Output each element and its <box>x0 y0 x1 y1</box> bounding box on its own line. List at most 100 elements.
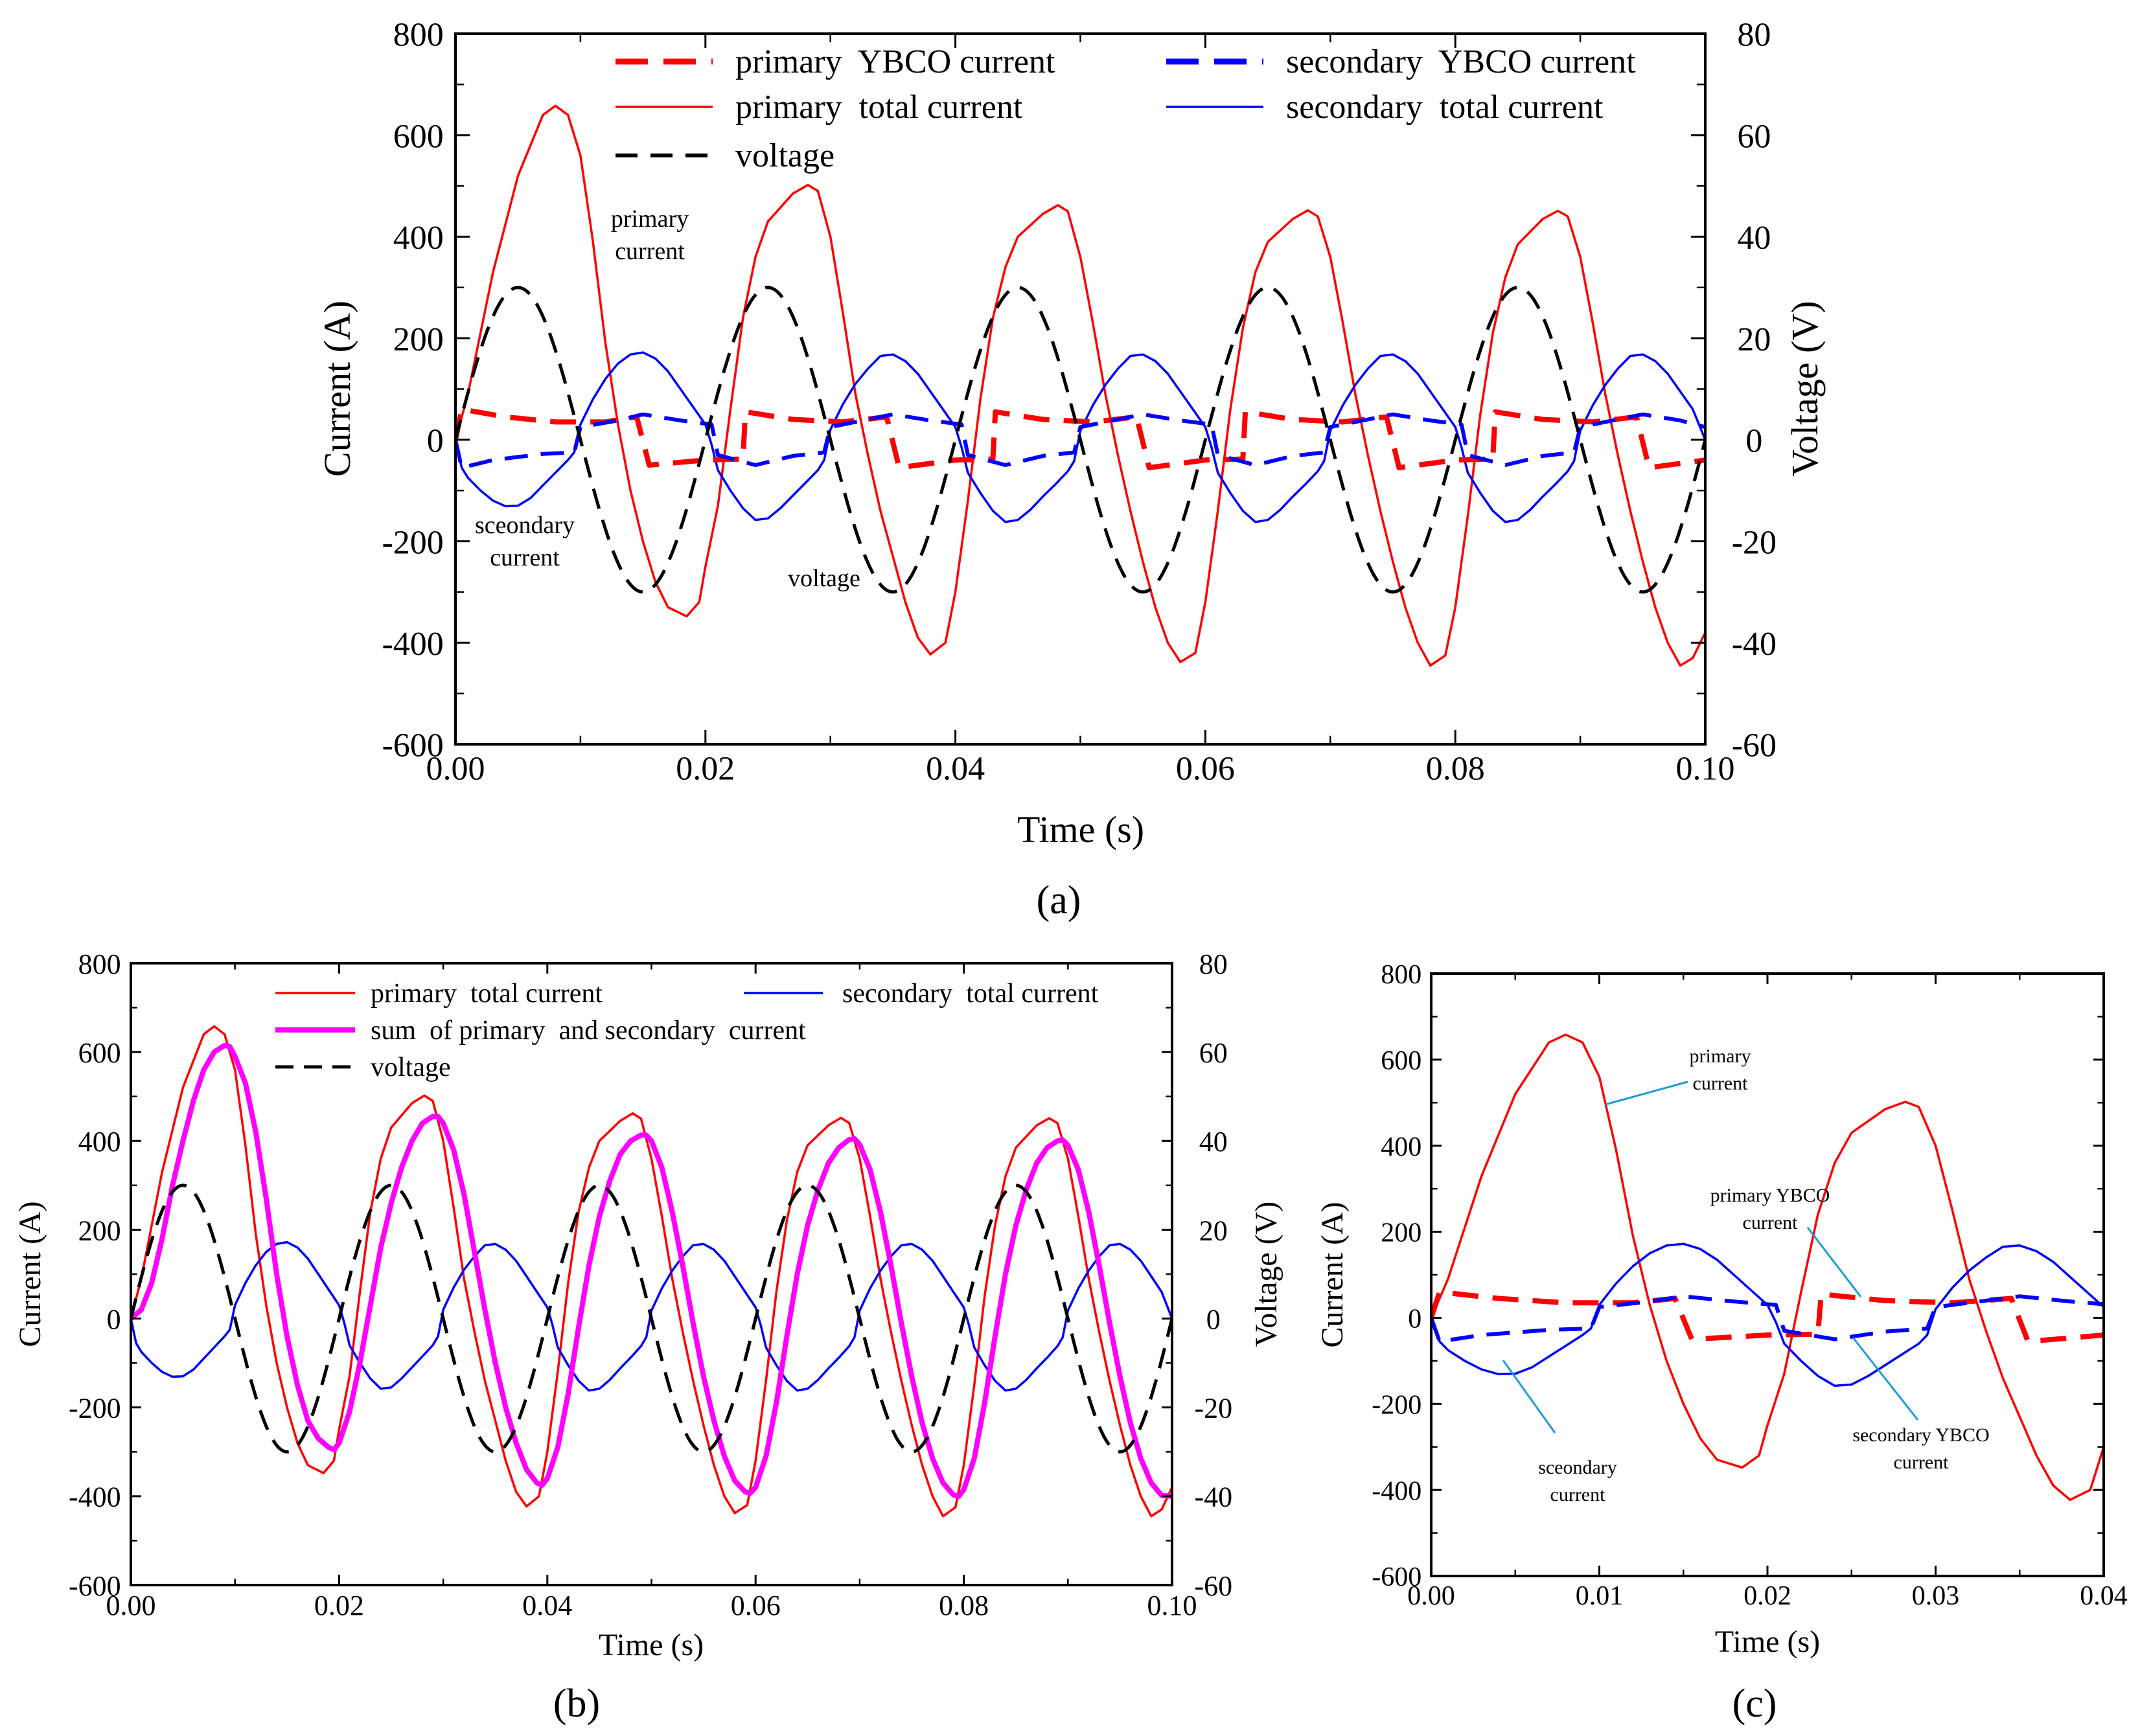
panel-a-ytick-label: 400 <box>393 220 444 257</box>
panel-a-ytick-label: 200 <box>393 321 444 358</box>
panel-c-xtick-label: 0.04 <box>2080 1581 2128 1611</box>
panel-c-xtick-label: 0.01 <box>1576 1581 1624 1611</box>
panel-c-annotation-primary-current-line1: primary <box>1690 1045 1751 1067</box>
panel-b-legend: primary total current secondary total cu… <box>275 979 1099 1082</box>
panel-b-xtick-label: 0.02 <box>314 1590 364 1621</box>
panel-a-annotation-primary-current-line2: current <box>615 238 685 265</box>
panel-a-annotation-secondary-current-line2: current <box>490 544 560 571</box>
panel-a-legend-label-primary-total: primary total current <box>735 89 1023 126</box>
panel-b-xlabel: Time (s) <box>599 1628 704 1662</box>
panel-a-y2label: Voltage (V) <box>1784 301 1826 476</box>
panel-c-ytick-label: -200 <box>1372 1390 1421 1420</box>
panel-a-legend-label-voltage: voltage <box>735 137 834 174</box>
panel-a-xtick-label: 0.00 <box>426 751 485 788</box>
panel-b-frame <box>130 962 1173 1586</box>
panel-c-leader-primary-current <box>1605 1080 1688 1106</box>
panel-a-series-secondary-total-current <box>455 351 1705 523</box>
panel-a-ytick-label: -200 <box>382 524 443 561</box>
panel-a-annotation-secondary-current-line1: sceondary <box>475 512 575 539</box>
panel-a-y2tick-label: 40 <box>1737 220 1771 257</box>
panel-b-y2tick-label: 60 <box>1199 1037 1228 1069</box>
panel-b-ytick-label: -600 <box>69 1570 121 1602</box>
panel-a-y2tick-label: -20 <box>1732 524 1777 561</box>
panel-c-xtick-labels: 0.00 0.01 0.02 0.03 0.04 <box>1407 1581 2128 1611</box>
panel-c-series-secondary-total-current <box>1431 1242 2104 1388</box>
panel-a-frame <box>454 32 1707 746</box>
panel-a-ylabel: Current (A) <box>316 301 358 477</box>
panel-c-leader-secondary-ybco <box>1852 1337 1919 1421</box>
panel-a-series-primary-YBCO-current <box>455 406 1705 470</box>
panel-b-y2tick-label: 20 <box>1199 1215 1228 1246</box>
panel-b-caption: (b) <box>553 1682 600 1726</box>
panel-a-ytick-label: -400 <box>382 626 443 663</box>
panel-a-y2tick-label: 60 <box>1737 118 1771 155</box>
panel-b-ytick-labels: -600 -400 -200 0 200 400 600 800 <box>69 948 121 1602</box>
panel-c-series-primary-total-current <box>1431 1033 2104 1502</box>
panel-a-series-secondary-YBCO-current <box>455 412 1705 470</box>
panel-a-xtick-label: 0.04 <box>926 751 985 788</box>
panel-b-xtick-label: 0.08 <box>939 1590 989 1621</box>
panel-a-y2tick-label: 80 <box>1737 17 1771 54</box>
panel-a-ytick-label: 800 <box>393 17 444 54</box>
panel-c-ytick-label: 400 <box>1381 1132 1421 1162</box>
panel-b-xtick-labels: 0.00 0.02 0.04 0.06 0.08 0.10 <box>106 1590 1197 1621</box>
panel-c-xtick-label: 0.02 <box>1743 1581 1791 1611</box>
panel-a-series-voltage <box>455 286 1705 594</box>
panel-b-y2tick-label: 0 <box>1206 1303 1221 1335</box>
panel-c-annotation-secondary-ybco-line1: secondary YBCO <box>1852 1424 1989 1446</box>
panel-a-legend-label-secondary-total: secondary total current <box>1286 89 1604 126</box>
panel-c-ytick-label: 200 <box>1381 1218 1421 1248</box>
panel-a-legend-label-secondary-ybco: secondary YBCO current <box>1286 43 1636 80</box>
panel-a-xlabel: Time (s) <box>1017 808 1144 851</box>
panel-a-y2tick-label: 0 <box>1745 423 1762 460</box>
panel-b-series-primary-total-current <box>131 1025 1172 1518</box>
panel-c-annotation-secondary-current-line2: current <box>1550 1484 1606 1505</box>
panel-c-ytick-label: -600 <box>1372 1562 1421 1592</box>
panel-a-xtick-label: 0.02 <box>676 751 735 788</box>
panel-b-y2tick-label: 80 <box>1199 948 1228 980</box>
panel-b-series-layer <box>131 1025 1172 1518</box>
panel-a-xtick-label: 0.08 <box>1426 751 1485 788</box>
panel-b-xtick-label: 0.04 <box>522 1590 572 1621</box>
panel-c-annotation-secondary-current-line1: sceondary <box>1538 1457 1617 1478</box>
panel-c-ytick-label: -400 <box>1372 1476 1421 1506</box>
panel-b-ytick-label: 200 <box>78 1215 121 1246</box>
panel-b-y2label: Voltage (V) <box>1249 1202 1283 1347</box>
panel-c-annotation-primary-ybco-line1: primary YBCO <box>1710 1185 1830 1206</box>
panel-a-xtick-label: 0.10 <box>1676 751 1735 788</box>
panel-b-legend-label-sum: sum of primary and secondary current <box>371 1016 806 1045</box>
panel-a-y2tick-label: -40 <box>1732 626 1777 663</box>
panel-c-series-secondary-YBCO-current <box>1431 1294 2104 1343</box>
panel-a-ytick-labels: -600 -400 -200 0 200 400 600 800 <box>382 17 443 764</box>
panel-c-annotation-secondary-ybco-line2: current <box>1894 1452 1950 1473</box>
panel-c-caption: (c) <box>1732 1682 1777 1726</box>
panel-b-legend-label-primary-total: primary total current <box>371 979 603 1009</box>
panel-b: 0.00 0.02 0.04 0.06 0.08 0.10 -600-400-200020… <box>13 948 1283 1726</box>
panel-c-annotation-primary-ybco-line2: current <box>1743 1212 1799 1233</box>
panel-b-ytick-label: 400 <box>78 1126 121 1158</box>
panel-b-ticks <box>130 962 1173 1586</box>
panel-c-leader-primary-ybco <box>1806 1227 1862 1297</box>
panel-b-y2tick-label: 40 <box>1199 1126 1228 1158</box>
panel-c-leader-secondary-current <box>1502 1360 1556 1433</box>
panel-a-legend-label-primary-ybco: primary YBCO current <box>735 43 1055 80</box>
panel-c-ylabel: Current (A) <box>1315 1202 1350 1347</box>
panel-c-ytick-label: 800 <box>1381 960 1421 990</box>
panel-b-xtick-label: 0.10 <box>1147 1590 1197 1621</box>
panel-b-ytick-label: 600 <box>78 1037 121 1069</box>
panel-a-series-primary-total-current <box>455 104 1705 667</box>
panel-a-y2tick-label: -60 <box>1732 727 1777 764</box>
panel-b-ytick-label: -200 <box>69 1393 121 1424</box>
panel-b-y2tick-labels: -60 -40 -20 0 20 40 60 80 <box>1194 948 1232 1602</box>
panel-c-xtick-label: 0.03 <box>1912 1581 1960 1611</box>
panel-b-ylabel: Current (A) <box>13 1201 47 1347</box>
panel-a-xtick-label: 0.06 <box>1176 751 1235 788</box>
panel-b-y2tick-label: -60 <box>1194 1570 1232 1602</box>
panel-b-y2tick-label: -20 <box>1194 1393 1232 1424</box>
panel-b-legend-label-secondary-total: secondary total current <box>842 979 1099 1009</box>
panel-c-xtick-label: 0.00 <box>1407 1581 1455 1611</box>
panel-a-series-layer <box>455 104 1705 667</box>
panel-a-legend: primary YBCO current secondary YBCO curr… <box>616 43 1636 174</box>
panel-b-ytick-label: -400 <box>69 1481 121 1513</box>
